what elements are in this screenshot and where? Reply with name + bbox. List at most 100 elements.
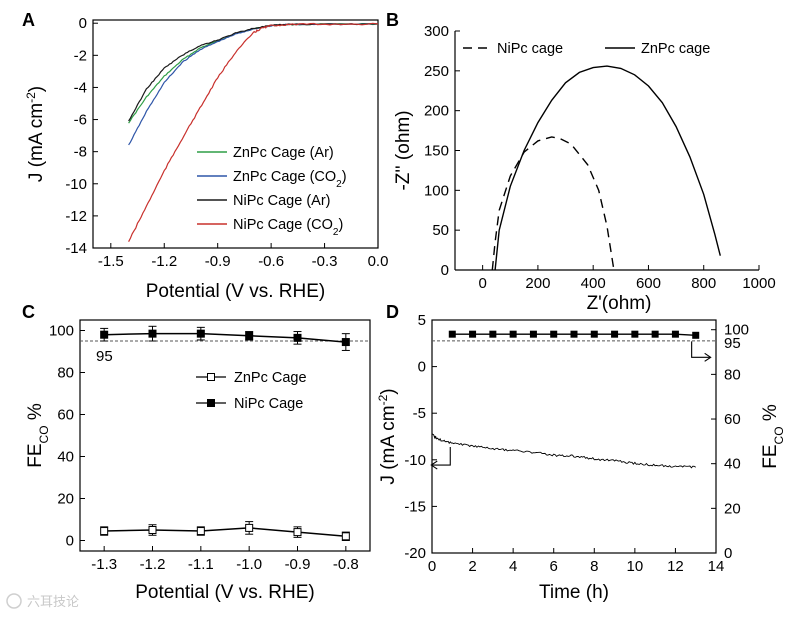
panel-b-y-tick-label: 50 <box>432 222 449 239</box>
panel-c-reference-label: 95 <box>96 348 113 365</box>
panel-c-y-tick-label: 0 <box>66 533 74 550</box>
panel-a-y-axis-label-sup: -2 <box>24 92 38 103</box>
panel-a-y-tick-label: -14 <box>65 240 87 257</box>
panel-c-data-point <box>341 338 350 347</box>
panel-a-y-tick-label: -6 <box>74 112 87 129</box>
panel-c-data-point <box>341 532 350 541</box>
panel-b-series-line <box>491 136 615 271</box>
panel-b-x-tick-label: 600 <box>636 275 661 292</box>
panel-a-y-tick-label: -4 <box>74 79 87 96</box>
panel-d-y2-axis-label-sub: CO <box>772 426 786 444</box>
panel-c-x-tick-label: -1.2 <box>140 556 166 573</box>
panel-d-y-axis-label-tail: ) <box>378 388 399 394</box>
panel-a-y-axis-label-tail: ) <box>26 86 47 92</box>
watermark-text: 六耳技论 <box>27 594 79 609</box>
panel-c-data-point <box>245 523 254 532</box>
panel-d-y2-axis-label-tail: % <box>760 404 781 426</box>
panel-c-x-tick-label: -1.3 <box>91 556 117 573</box>
panel-c-x-tick-label: -1.1 <box>188 556 214 573</box>
panel-d-right-axis-arrow <box>691 341 710 358</box>
panel-d-x-tick-label: 8 <box>590 558 598 575</box>
panel-a-legend-label-tail: ) <box>338 217 343 233</box>
panel-b-legend-label: NiPc cage <box>497 41 563 57</box>
panel-d-x-tick-label: 0 <box>428 558 436 575</box>
panel-d-left-axis-arrow <box>432 447 451 466</box>
panel-a-y-tick-label: -12 <box>65 208 87 225</box>
panel-d-reference-label: 95 <box>724 335 741 352</box>
panel-c-x-tick-label: -0.8 <box>333 556 359 573</box>
panel-d-x-tick-label: 2 <box>468 558 476 575</box>
panel-label-d: D <box>386 302 399 322</box>
panel-d-x-tick-label: 6 <box>550 558 558 575</box>
panel-b-y-axis-label: -Z'' (ohm) <box>393 110 414 190</box>
panel-b-y-tick-label: 300 <box>424 23 449 40</box>
panel-d-current-line <box>431 433 696 469</box>
panel-c-y-axis-label-sub: CO <box>37 425 51 443</box>
panel-c-data-point <box>196 527 205 536</box>
panel-c-legend-label: NiPc Cage <box>234 396 303 412</box>
panel-d-y-tick-label: -5 <box>413 405 426 422</box>
panel-d-data-point <box>692 331 700 339</box>
panel-b-x-axis-label: Z'(ohm) <box>587 293 652 314</box>
panel-a-series-line <box>128 22 379 122</box>
panel-c-series-line <box>104 332 346 343</box>
panel-b-x-tick-label: 800 <box>691 275 716 292</box>
panel-c-y-tick-label: 60 <box>57 407 74 424</box>
panel-d-y-tick-label: 20 <box>724 500 741 517</box>
panel-d-data-point <box>631 330 639 338</box>
panel-a-x-tick-label: -1.2 <box>151 253 177 270</box>
panel-b-y-tick-label: 100 <box>424 182 449 199</box>
panel-b-legend-label: ZnPc cage <box>641 41 710 57</box>
panel-a-x-tick-label: -0.6 <box>258 253 284 270</box>
panel-a-legend-label-sub: 2 <box>336 179 342 190</box>
panel-b-series-line <box>494 65 721 271</box>
panel-d-data-point <box>550 330 558 338</box>
panel-label-c: C <box>22 302 35 322</box>
panel-d-y-tick-label: -20 <box>404 545 426 562</box>
panel-d-data-point <box>469 330 477 338</box>
panel-a-plot-frame <box>92 19 379 249</box>
panel-a-x-tick-label: -0.9 <box>205 253 231 270</box>
panel-b-x-tick-label: 1000 <box>742 275 775 292</box>
panel-d-y-tick-label: 80 <box>724 366 741 383</box>
panel-c-data-point <box>245 331 254 340</box>
panel-b-y-tick-label: 200 <box>424 103 449 120</box>
panel-label-a: A <box>22 10 35 30</box>
panel-d-y-axis-label: J (mA cm-2) <box>376 388 399 484</box>
panel-c-legend-marker <box>207 399 215 407</box>
panel-c-series-line <box>104 527 346 538</box>
panel-d-data-point <box>611 330 619 338</box>
panel-a-chart: -1.5 -1.2 -0.9 -0.6 -0.3 0.0 0 -2 -4 -6 -8 -10 -12 -1… <box>24 15 388 302</box>
panel-a-x-tick-label: -0.3 <box>312 253 338 270</box>
panel-b-x-tick-label: 400 <box>581 275 606 292</box>
panel-a-x-tick-label: 0.0 <box>368 253 389 270</box>
panel-a-legend-label: NiPc Cage (CO2) <box>233 217 343 238</box>
panel-a-legend-label: ZnPc Cage (Ar) <box>233 145 334 161</box>
panel-d-x-tick-label: 4 <box>509 558 517 575</box>
panel-d-plot-frame <box>431 319 717 554</box>
panel-d-data-point <box>651 330 659 338</box>
panel-c-x-tick-label: -1.0 <box>236 556 262 573</box>
panel-a-legend-label: NiPc Cage (Ar) <box>233 193 331 209</box>
panel-c-x-axis-label: Potential (V vs. RHE) <box>135 582 315 603</box>
panel-a-series-line <box>128 22 379 124</box>
panel-d-y-tick-label: -10 <box>404 452 426 469</box>
panel-a-x-axis-label: Potential (V vs. RHE) <box>146 281 326 302</box>
panel-d-data-point <box>489 330 497 338</box>
panel-c-data-point <box>293 528 302 537</box>
panel-c-y-tick-label: 100 <box>49 323 74 340</box>
panel-c-data-point <box>148 329 157 338</box>
panel-d-y-tick-label: -15 <box>404 498 426 515</box>
panel-d-data-point <box>529 330 537 338</box>
panel-d-x-tick-label: 14 <box>708 558 725 575</box>
panel-d-data-point <box>671 330 679 338</box>
panel-a-legend-label-tail: ) <box>342 169 347 185</box>
panel-c-legend-marker <box>207 373 215 381</box>
panel-label-b: B <box>386 10 399 30</box>
panel-c-y-axis-label-tail: % <box>25 403 46 425</box>
panel-c-data-point <box>100 330 109 339</box>
panel-a-series-line <box>128 22 379 242</box>
panel-c-y-tick-label: 80 <box>57 365 74 382</box>
